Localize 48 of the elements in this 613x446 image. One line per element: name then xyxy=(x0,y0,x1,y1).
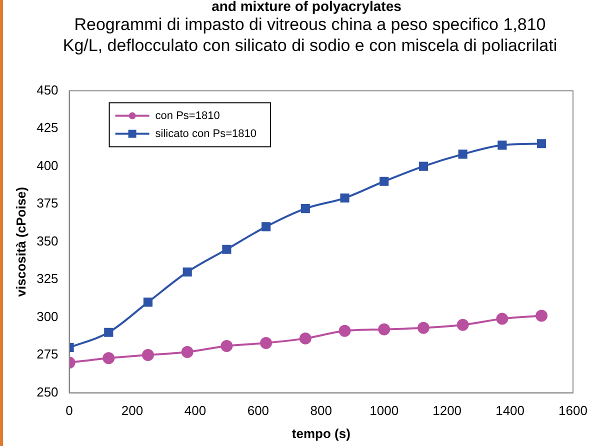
chart-subtitle: Reogrammi di impasto di vitreous china a peso specifico 1,810 Kg/L, deflocculato con silicato di sodio e con miscela di poliacrilati xyxy=(62,14,558,56)
point xyxy=(378,323,390,336)
y-tick-label: 425 xyxy=(36,120,58,136)
point xyxy=(536,310,548,322)
point xyxy=(380,176,389,186)
x-axis-title: tempo (s) xyxy=(292,426,350,441)
y-tick-label: 325 xyxy=(36,271,58,286)
chart-title: and mixture of polyacrylates xyxy=(210,0,402,14)
y-tick-label: 400 xyxy=(36,158,58,173)
point xyxy=(262,222,271,232)
x-tick-label: 200 xyxy=(121,403,144,418)
point xyxy=(104,328,114,337)
y-tick-label: 450 xyxy=(36,82,58,98)
point xyxy=(181,346,194,358)
point xyxy=(498,140,507,150)
y-tick-label: 275 xyxy=(36,346,58,362)
point xyxy=(456,318,469,331)
x-tick-label: 1000 xyxy=(370,403,399,418)
y-tick-label: 375 xyxy=(36,196,58,211)
point xyxy=(182,267,192,277)
point xyxy=(260,336,272,349)
y-axis-title: viscosità (cPoise) xyxy=(13,186,28,297)
y-tick-label: 250 xyxy=(36,384,58,400)
point xyxy=(142,349,154,362)
point xyxy=(417,322,430,334)
legend-label: silicato con Ps=1810 xyxy=(155,128,256,140)
point xyxy=(220,340,233,352)
x-tick-label: 1400 xyxy=(496,403,524,418)
point xyxy=(418,162,428,171)
x-tick-label: 400 xyxy=(184,403,206,418)
point xyxy=(496,312,508,325)
x-tick-label: 600 xyxy=(247,403,270,418)
point xyxy=(458,150,468,159)
x-tick-label: 0 xyxy=(66,403,73,418)
point xyxy=(536,139,546,148)
x-tick-label: 800 xyxy=(310,403,332,418)
legend-label: con Ps=1810 xyxy=(155,110,220,122)
x-tick-label: 1600 xyxy=(558,403,588,418)
point xyxy=(299,332,312,344)
x-tick-label: 1200 xyxy=(432,403,462,418)
point xyxy=(102,352,115,364)
point xyxy=(143,298,153,307)
y-tick-label: 300 xyxy=(36,308,58,324)
y-tick-label: 350 xyxy=(36,233,58,248)
point xyxy=(338,324,351,337)
point xyxy=(300,204,310,214)
point xyxy=(340,193,350,203)
point xyxy=(222,244,232,254)
